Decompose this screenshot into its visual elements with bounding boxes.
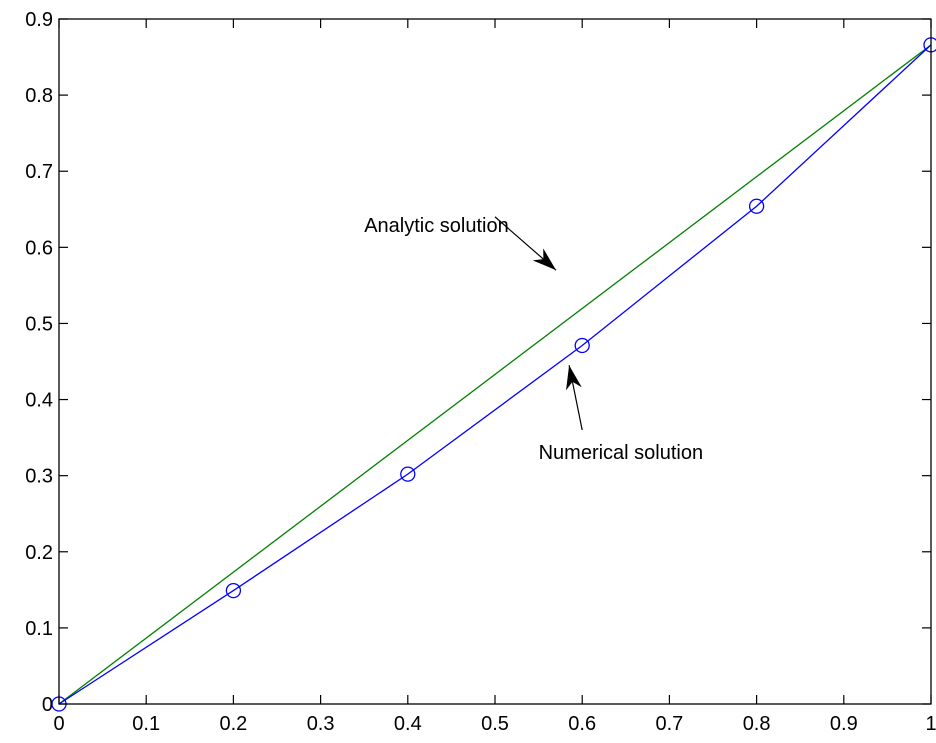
y-tick-label: 0.8 <box>25 85 53 107</box>
x-tick-label: 0.7 <box>655 713 683 735</box>
annotation-arrow-1 <box>566 365 583 431</box>
series-analytic <box>58 44 932 705</box>
axes: 0 0.1 0.2 0.3 0.4 0.5 0.6 0.7 0.8 0.9 100.10.20.30… <box>25 9 936 735</box>
x-tick-label: 0.9 <box>830 713 858 735</box>
y-tick-label: 0.3 <box>25 466 53 488</box>
x-tick-label: 1 <box>925 713 936 735</box>
x-axis: 0 0.1 0.2 0.3 0.4 0.5 0.6 0.7 0.8 0.9 1 <box>53 19 936 735</box>
x-tick-label: 0.2 <box>219 713 247 735</box>
y-axis: 0 0.1 0.2 0.3 0.4 0.5 0.6 0.7 0.8 0.9 <box>25 9 931 716</box>
annotation-arrow-0 <box>494 216 557 271</box>
series-numerical-point <box>400 466 416 482</box>
x-tick-label: 0 <box>53 713 64 735</box>
y-tick-label: 0.9 <box>25 9 53 31</box>
plot-background <box>59 19 931 704</box>
annotation-layer: Analytic solution Numerical solution <box>364 215 703 464</box>
x-tick-label: 0.5 <box>481 713 509 735</box>
y-tick-label: 0.2 <box>25 542 53 564</box>
x-tick-label: 0.4 <box>394 713 422 735</box>
annotation-numerical-label: Numerical solution <box>539 442 704 464</box>
plot-area <box>59 19 931 704</box>
series-numerical-point <box>574 337 590 354</box>
series-numerical-point <box>225 582 242 599</box>
annotation-arrow-head <box>532 248 557 271</box>
y-tick-label: 0.6 <box>25 237 53 259</box>
annotation-arrow-head <box>566 365 582 391</box>
y-tick-label: 0.4 <box>25 390 53 412</box>
series-analytic-line <box>58 44 932 705</box>
y-tick-label: 0 <box>42 694 53 716</box>
x-tick-label: 0.8 <box>743 713 771 735</box>
y-tick-label: 0.1 <box>25 618 53 640</box>
x-tick-label: 0.3 <box>307 713 335 735</box>
y-tick-label: 0.5 <box>25 313 53 335</box>
series-numerical-point <box>748 198 765 214</box>
annotation-analytic-label: Analytic solution <box>364 215 509 237</box>
series-numerical <box>51 37 936 712</box>
series-numerical-line <box>58 44 932 705</box>
series-layer <box>51 37 936 712</box>
x-tick-label: 0.1 <box>132 713 160 735</box>
y-tick-label: 0.7 <box>25 161 53 183</box>
x-tick-label: 0.6 <box>568 713 596 735</box>
